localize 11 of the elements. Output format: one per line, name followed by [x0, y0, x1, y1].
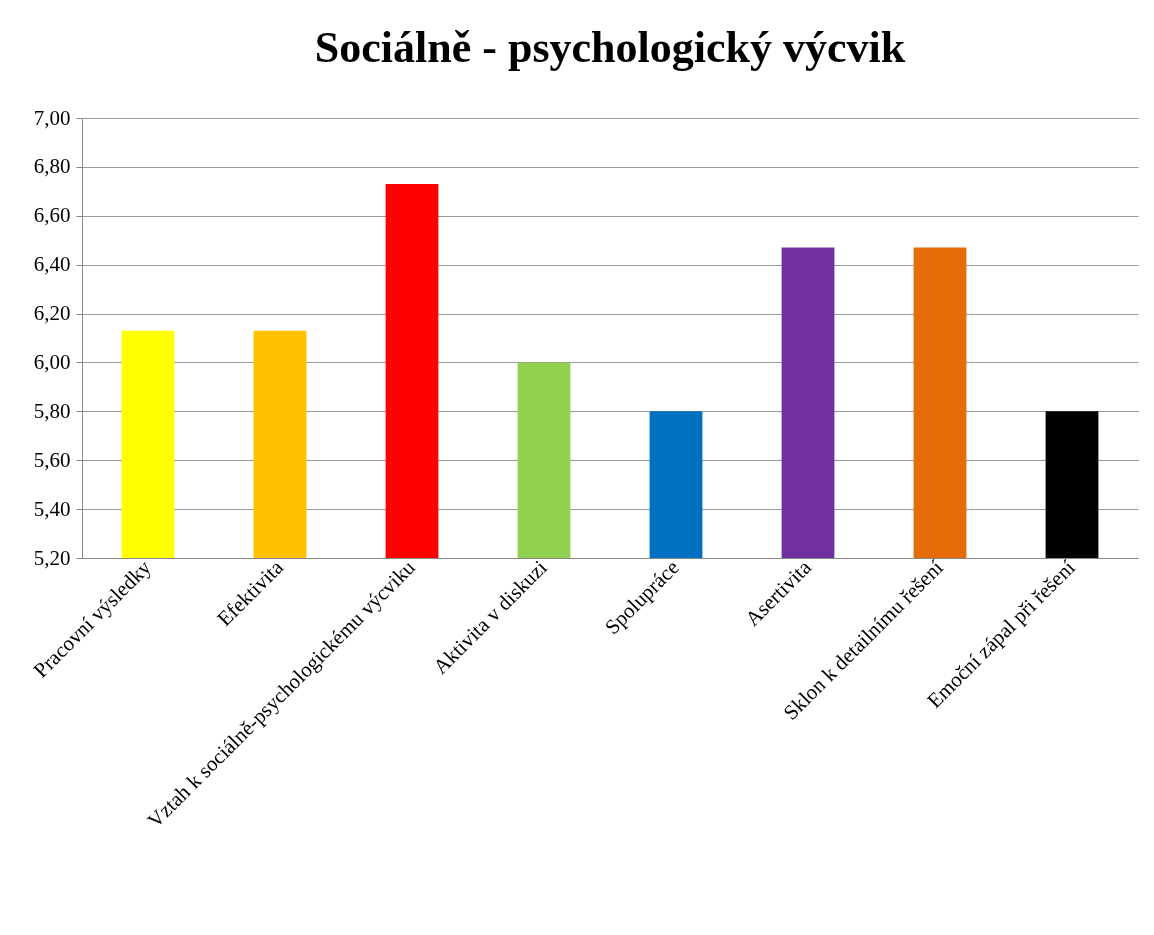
y-tick-label: 6,00 — [33, 349, 71, 374]
chart-title: Sociálně - psychologický výcvik — [314, 23, 906, 72]
y-tick-label: 6,40 — [33, 252, 71, 277]
y-tick-label: 5,80 — [33, 398, 71, 423]
y-tick-label: 5,20 — [33, 545, 71, 570]
y-tick-label: 5,40 — [33, 496, 71, 521]
y-tick-label: 6,60 — [33, 203, 71, 228]
y-tick-label: 7,00 — [33, 105, 71, 130]
y-tick-label: 6,20 — [33, 301, 71, 326]
y-tick-label: 6,80 — [33, 154, 71, 179]
y-tick-label: 5,60 — [33, 447, 71, 472]
